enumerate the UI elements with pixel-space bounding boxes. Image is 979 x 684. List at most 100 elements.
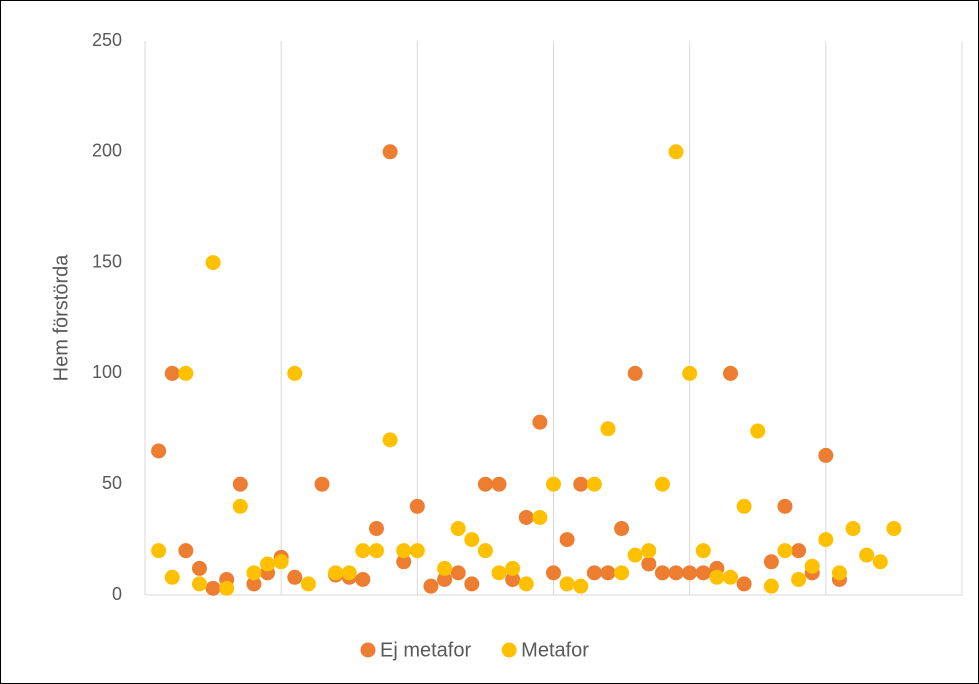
- scatter-point: [546, 476, 561, 492]
- scatter-point: [477, 476, 493, 492]
- scatter-point: [151, 443, 167, 459]
- scatter-point: [273, 554, 289, 570]
- scatter-point: [682, 565, 698, 581]
- scatter-point: [614, 565, 630, 581]
- scatter-point: [409, 543, 425, 559]
- scatter-point: [409, 498, 425, 514]
- scatter-point: [191, 560, 207, 576]
- scatter-point: [654, 565, 670, 581]
- scatter-point: [396, 543, 412, 559]
- scatter-point: [396, 554, 412, 570]
- scatter-point: [736, 576, 752, 592]
- scatter-point: [586, 565, 602, 581]
- scatter-point: [818, 532, 834, 548]
- scatter-point: [777, 543, 793, 559]
- scatter-point: [818, 447, 834, 463]
- scatter-point: [845, 521, 861, 537]
- scatter-point: [205, 255, 221, 271]
- scatter-point: [573, 578, 589, 594]
- scatter-point: [219, 580, 235, 596]
- scatter-point: [382, 432, 398, 448]
- scatter-point: [750, 423, 766, 439]
- scatter-point: [641, 556, 657, 572]
- scatter-point: [423, 578, 439, 594]
- y-axis-title: Hem förstörda: [50, 254, 72, 382]
- scatter-point: [287, 365, 303, 381]
- scatter-point: [777, 498, 793, 514]
- scatter-point: [287, 569, 303, 585]
- scatter-point: [627, 365, 643, 381]
- y-tick-label: 0: [112, 584, 122, 604]
- scatter-point: [314, 476, 330, 492]
- scatter-point: [505, 560, 521, 576]
- scatter-point: [804, 558, 820, 574]
- scatter-point: [682, 365, 698, 381]
- scatter-point: [614, 521, 630, 537]
- scatter-point: [300, 576, 316, 592]
- scatter-point: [246, 565, 262, 581]
- scatter-point: [341, 565, 357, 581]
- legend-marker: [360, 642, 376, 658]
- scatter-point: [355, 571, 371, 587]
- scatter-point: [695, 565, 711, 581]
- scatter-point: [736, 498, 752, 514]
- scatter-point: [532, 414, 548, 430]
- scatter-point: [654, 476, 670, 492]
- scatter-point: [368, 543, 384, 559]
- y-tick-label: 200: [92, 141, 122, 161]
- scatter-point: [886, 521, 902, 537]
- scatter-point: [355, 543, 371, 559]
- scatter-point: [763, 578, 779, 594]
- scatter-point: [437, 560, 453, 576]
- scatter-point: [518, 509, 534, 525]
- scatter-point: [831, 565, 847, 581]
- scatter-point: [178, 543, 194, 559]
- scatter-point: [232, 476, 248, 492]
- scatter-point: [695, 543, 711, 559]
- scatter-point: [382, 144, 398, 160]
- legend-marker: [501, 642, 517, 658]
- scatter-point: [368, 521, 384, 537]
- scatter-point: [600, 421, 616, 437]
- scatter-point: [491, 565, 507, 581]
- scatter-point: [723, 569, 739, 585]
- y-tick-label: 250: [92, 30, 122, 50]
- scatter-point: [164, 569, 180, 585]
- scatter-point: [859, 547, 875, 563]
- scatter-point: [532, 509, 548, 525]
- scatter-point: [872, 554, 888, 570]
- scatter-point: [260, 556, 276, 572]
- scatter-point: [151, 543, 167, 559]
- scatter-point: [791, 571, 807, 587]
- scatter-point: [464, 532, 480, 548]
- scatter-point: [573, 476, 589, 492]
- scatter-point: [328, 565, 344, 581]
- scatter-point: [559, 532, 575, 548]
- scatter-point: [232, 498, 248, 514]
- scatter-point: [709, 569, 725, 585]
- y-tick-label: 100: [92, 362, 122, 382]
- scatter-point: [191, 576, 207, 592]
- scatter-point: [641, 543, 657, 559]
- legend-label: Metafor: [521, 639, 589, 661]
- scatter-point: [437, 571, 453, 587]
- y-tick-label: 150: [92, 251, 122, 271]
- scatter-point: [178, 365, 194, 381]
- scatter-point: [668, 144, 684, 160]
- scatter-point: [600, 565, 616, 581]
- scatter-point: [477, 543, 493, 559]
- y-tick-label: 50: [102, 473, 122, 493]
- scatter-point: [164, 365, 180, 381]
- scatter-point: [586, 476, 602, 492]
- scatter-point: [491, 476, 507, 492]
- scatter-point: [763, 554, 779, 570]
- scatter-point: [450, 565, 466, 581]
- scatter-point: [205, 580, 221, 596]
- scatter-point: [723, 365, 739, 381]
- legend-label: Ej metafor: [380, 639, 471, 661]
- scatter-point: [546, 565, 561, 581]
- scatter-point: [450, 521, 466, 537]
- scatter-point: [668, 565, 684, 581]
